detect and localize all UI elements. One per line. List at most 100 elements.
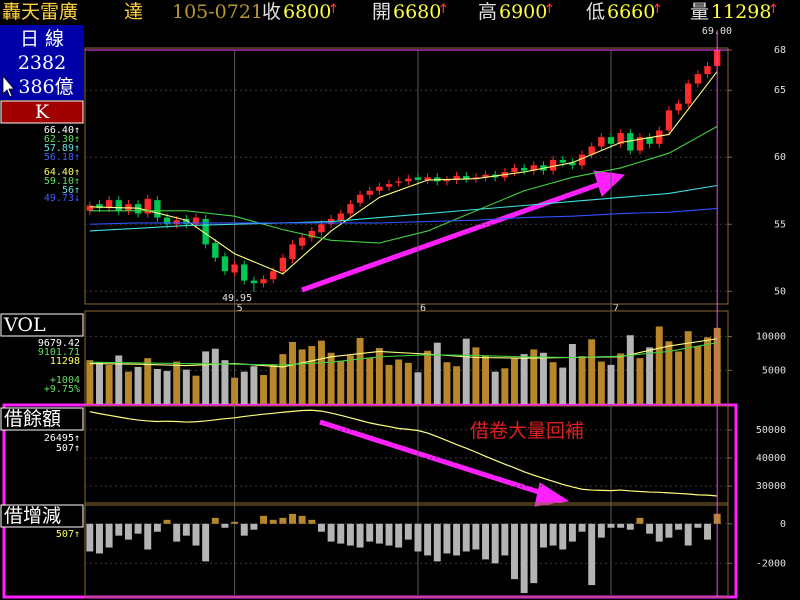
bar — [617, 353, 625, 404]
panel-title-box — [0, 313, 84, 337]
candle-body — [627, 133, 634, 151]
candle-body — [366, 190, 373, 195]
average-line — [89, 342, 718, 366]
bar — [626, 523, 634, 530]
side-label: 66.40↑ — [44, 125, 80, 136]
bar — [231, 377, 239, 404]
bar — [443, 362, 451, 404]
bar — [568, 523, 576, 542]
bar — [260, 375, 268, 404]
bar — [665, 341, 673, 404]
bar — [231, 521, 239, 524]
candle-body — [520, 167, 528, 171]
bar — [511, 523, 518, 580]
candle-body — [337, 213, 344, 221]
bar — [192, 375, 200, 404]
bar — [346, 355, 354, 404]
side-label: 26495↑ — [44, 433, 80, 444]
bar — [704, 337, 711, 404]
stock-suffix: 達 — [124, 1, 143, 23]
bar — [472, 523, 480, 550]
bar — [279, 517, 287, 524]
bar — [607, 523, 615, 528]
bar — [86, 523, 94, 552]
candle-body — [115, 200, 122, 211]
bar — [501, 368, 509, 404]
k-box[interactable] — [0, 100, 84, 124]
month-label: 6 — [420, 303, 426, 314]
bar — [539, 352, 547, 404]
candle-body — [636, 137, 644, 151]
candle-body — [588, 146, 595, 155]
bar — [675, 351, 683, 404]
bar — [530, 523, 538, 584]
bar — [153, 368, 161, 404]
quote-label: 量 — [690, 1, 709, 23]
y-tick-label: 65 — [774, 85, 786, 96]
side-label: 9101.71 — [38, 347, 80, 358]
average-line — [89, 125, 718, 244]
candle-body — [569, 162, 576, 166]
candle-body — [549, 159, 557, 171]
bar — [289, 341, 296, 404]
candle-body — [144, 198, 151, 214]
period-box — [0, 25, 84, 100]
up-arrow-icon — [440, 3, 447, 13]
panel-title-box — [0, 407, 84, 431]
candle-body — [212, 243, 219, 258]
down-arrow — [319, 419, 546, 497]
candle-body — [704, 66, 711, 75]
annotation: 借卷大量回補 — [470, 420, 584, 442]
quote-value: 11298 — [711, 1, 771, 23]
candle-body — [231, 264, 238, 273]
up-arrow-icon — [330, 3, 337, 13]
high-label: 69.00 — [702, 26, 732, 37]
stock-code: 2382 — [18, 52, 66, 74]
turnover: 386億 — [18, 76, 73, 98]
bar — [443, 523, 451, 554]
up-arrowhead — [593, 170, 626, 197]
bar — [260, 515, 268, 524]
bar — [134, 523, 142, 534]
candle-body — [250, 280, 258, 284]
bar — [462, 338, 470, 404]
candle-body — [356, 194, 364, 203]
y-tick-label: 0 — [780, 519, 786, 530]
bar — [356, 523, 364, 548]
panel-title: VOL — [3, 314, 46, 336]
bar — [617, 523, 625, 528]
average-line — [89, 207, 718, 225]
up-arrow — [301, 181, 601, 293]
bar — [462, 523, 470, 552]
quote-value: 6800 — [283, 1, 331, 23]
bar — [240, 371, 248, 404]
k-label[interactable]: K — [35, 101, 50, 123]
candle-body — [134, 204, 142, 214]
bar — [375, 523, 383, 544]
bar — [211, 517, 219, 524]
bar — [501, 523, 509, 556]
bar — [597, 361, 605, 404]
candle-body — [347, 204, 354, 214]
bar — [250, 523, 258, 530]
bar — [520, 354, 528, 404]
month-label: 7 — [613, 303, 619, 314]
candle-body — [646, 137, 653, 144]
bar — [424, 350, 432, 404]
quote-label: 低 — [586, 1, 605, 23]
y-tick-label: 60 — [774, 152, 786, 163]
panel-frame — [84, 405, 729, 506]
quote-label: 收 — [262, 1, 281, 23]
y-tick-label: 5000 — [762, 365, 786, 376]
bar — [385, 364, 393, 404]
bar — [559, 523, 567, 550]
side-label: +1004 — [50, 375, 80, 386]
trend-arrows — [301, 170, 626, 507]
bar — [491, 523, 499, 564]
y-tick-label: 10000 — [756, 332, 786, 343]
period: 日 線 — [20, 28, 64, 50]
bar — [327, 523, 335, 542]
side-label: 11298 — [50, 356, 80, 367]
candle-body — [694, 74, 702, 84]
bar — [433, 523, 441, 562]
